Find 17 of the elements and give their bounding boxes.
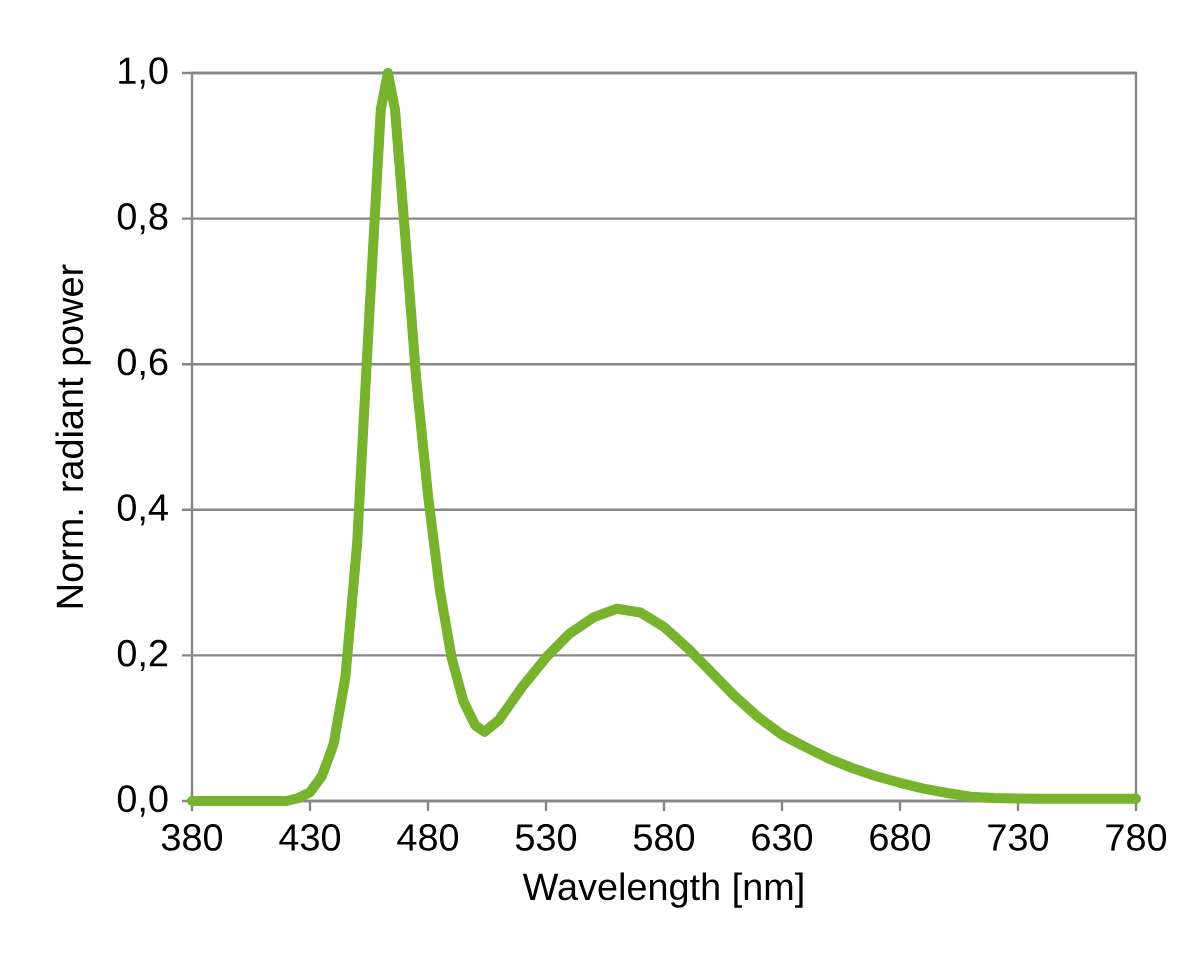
x-tick-label: 480 (397, 824, 459, 851)
x-axis-title: Wavelength [nm] (522, 872, 803, 908)
y-tick-label: 0,8 (117, 202, 168, 235)
x-tick-label: 730 (988, 824, 1049, 851)
y-axis-title: Norm. radiant power (55, 264, 91, 608)
x-tick-label: 630 (752, 824, 813, 851)
y-tick-label: 0,6 (117, 348, 168, 380)
x-tick-label: 530 (515, 824, 577, 851)
y-tick-label: 0,4 (117, 494, 168, 526)
x-tick-label: 680 (870, 824, 931, 851)
x-tick-label: 380 (161, 824, 223, 851)
y-tick-label: 0,2 (117, 639, 168, 672)
y-tick-label: 1,0 (119, 57, 168, 89)
x-tick-label: 780 (1106, 824, 1167, 851)
y-tick-label: 0,0 (117, 785, 168, 817)
x-tick-label: 430 (279, 824, 341, 851)
x-tick-label: 580 (633, 824, 695, 851)
